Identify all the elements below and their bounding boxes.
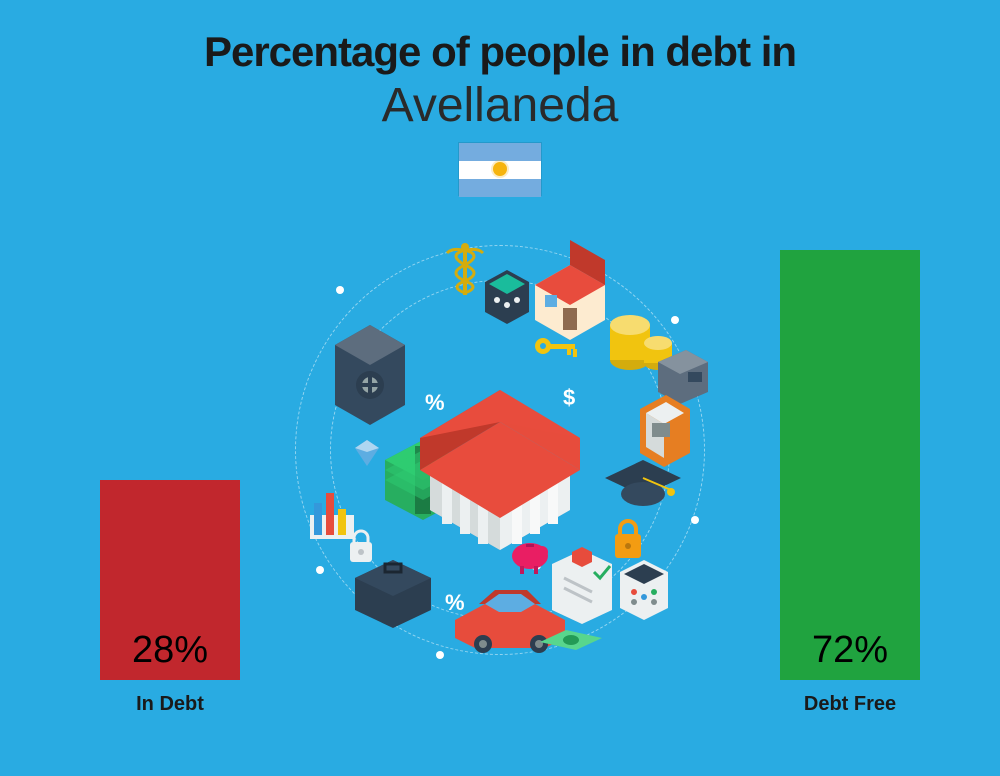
house-icon <box>535 240 605 340</box>
bar-debt-free-value: 72% <box>780 629 920 672</box>
safe-icon <box>335 325 405 425</box>
bar-debt-free-label: Debt Free <box>750 693 950 716</box>
dollar-icon-1: $ <box>563 385 575 410</box>
caduceus-icon <box>447 243 483 295</box>
bar-chart-icon <box>310 493 354 539</box>
flag-stripe-top <box>459 143 541 161</box>
calculator-icon <box>620 560 668 620</box>
percent-icon-2: % <box>445 590 465 615</box>
briefcase-icon <box>355 560 431 628</box>
bar-in-debt-label: In Debt <box>70 693 270 716</box>
argentina-flag <box>458 142 542 196</box>
finance-icons-svg: % % $ $ <box>280 230 720 670</box>
bar-debt-free: 72% <box>780 250 920 680</box>
page-title: Percentage of people in debt in <box>0 28 1000 76</box>
graduation-cap-icon <box>605 460 681 506</box>
flag-sun-icon <box>493 162 507 176</box>
padlock-gold-icon <box>615 521 641 558</box>
flag-stripe-bot <box>459 179 541 197</box>
key-icon <box>535 338 577 357</box>
page-subtitle: Avellaneda <box>0 78 1000 133</box>
bar-in-debt-value: 28% <box>100 629 240 672</box>
percent-icon-1: % <box>425 390 445 415</box>
clipboard-icon <box>552 547 612 624</box>
bar-in-debt: 28% <box>100 480 240 680</box>
padlock-white-icon <box>350 531 372 562</box>
finance-illustration: % % $ $ <box>280 230 720 670</box>
phone-icon <box>640 395 690 467</box>
calculator-dark-icon <box>485 270 529 324</box>
diamond-icon <box>355 440 379 466</box>
